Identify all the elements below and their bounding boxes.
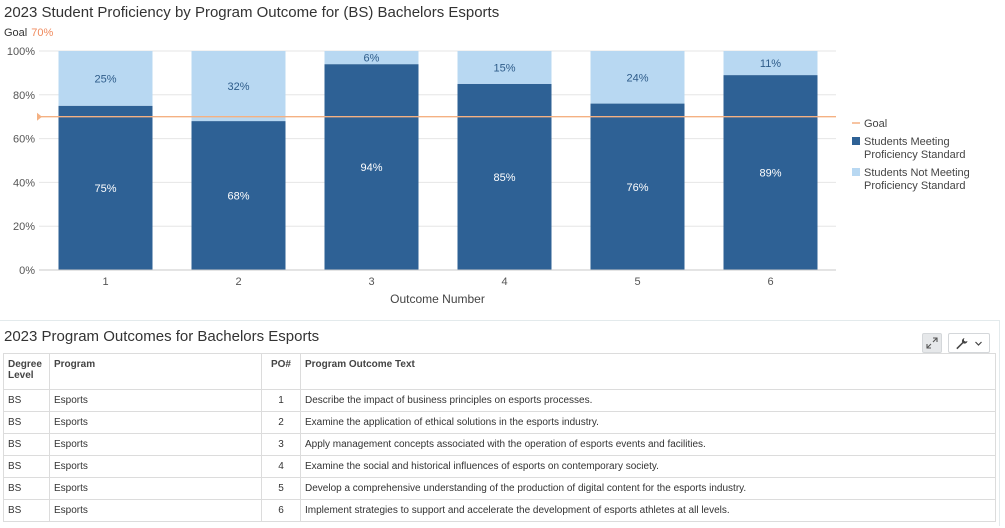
goal-caption-value: 70% — [31, 27, 54, 39]
bar-not-meeting — [58, 51, 153, 106]
table-row: BS Esports 2 Examine the application of … — [3, 411, 996, 434]
data-label-not-meeting: 6% — [364, 53, 380, 65]
bar-not-meeting — [723, 51, 818, 76]
wrench-icon — [956, 337, 968, 349]
x-tick-label: 5 — [634, 276, 640, 288]
table-row: BS Esports 6 Implement strategies to sup… — [3, 499, 996, 522]
legend-label: Students Meeting — [864, 136, 950, 148]
data-label-not-meeting: 11% — [760, 58, 781, 70]
data-label-meeting: 94% — [360, 162, 382, 174]
data-label-meeting: 85% — [493, 172, 515, 184]
cell-outcome-text: Examine the application of ethical solut… — [300, 411, 996, 434]
data-label-not-meeting: 15% — [493, 62, 515, 74]
cell-degree-level: BS — [3, 411, 50, 434]
data-label-meeting: 89% — [759, 168, 781, 180]
cell-outcome-text: Apply management concepts associated wit… — [300, 433, 996, 456]
goal-caption-label: Goal — [4, 27, 28, 39]
header-degree-level[interactable]: Degree Level — [3, 353, 50, 390]
x-tick-label: 1 — [102, 276, 108, 288]
cell-degree-level: BS — [3, 477, 50, 500]
bar-meeting — [191, 121, 286, 270]
cell-outcome-text: Develop a comprehensive understanding of… — [300, 477, 996, 500]
bar-meeting — [457, 83, 552, 270]
data-label-meeting: 68% — [227, 191, 249, 203]
goal-marker — [37, 112, 42, 121]
tools-menu-button[interactable] — [948, 333, 990, 353]
header-outcome-text[interactable]: Program Outcome Text — [300, 353, 996, 390]
header-program[interactable]: Program — [49, 353, 262, 390]
goal-caption: Goal 70% — [4, 27, 53, 39]
legend-swatch — [852, 168, 860, 176]
x-tick-label: 2 — [235, 276, 241, 288]
table-row: BS Esports 4 Examine the social and hist… — [3, 455, 996, 478]
data-label-not-meeting: 24% — [626, 72, 648, 84]
expand-button[interactable] — [922, 333, 942, 353]
table-header-row: Degree Level Program PO# Program Outcome… — [3, 353, 996, 390]
expand-arrows-icon — [926, 337, 938, 349]
table-row: BS Esports 3 Apply management concepts a… — [3, 433, 996, 456]
cell-po-number: 3 — [261, 433, 301, 456]
bar-not-meeting — [457, 51, 552, 84]
x-tick-label: 3 — [368, 276, 374, 288]
bar-not-meeting — [324, 51, 419, 65]
cell-po-number: 1 — [261, 389, 301, 412]
cell-program: Esports — [49, 477, 262, 500]
y-tick-label: 80% — [13, 90, 35, 102]
cell-po-number: 4 — [261, 455, 301, 478]
y-tick-label: 20% — [13, 221, 35, 233]
cell-degree-level: BS — [3, 389, 50, 412]
data-label-meeting: 76% — [626, 182, 648, 194]
chevron-down-icon — [975, 341, 982, 346]
proficiency-chart: 0% 20% 40% 60% 80% 100% 75% 25% 1 68% 32% 2 94% 6% 3 85… — [7, 46, 970, 306]
y-tick-label: 40% — [13, 177, 35, 189]
cell-program: Esports — [49, 499, 262, 522]
cell-po-number: 6 — [261, 499, 301, 522]
cell-degree-level: BS — [3, 433, 50, 456]
cell-program: Esports — [49, 411, 262, 434]
cell-outcome-text: Examine the social and historical influe… — [300, 455, 996, 478]
cell-program: Esports — [49, 455, 262, 478]
cell-outcome-text: Describe the impact of business principl… — [300, 389, 996, 412]
legend-swatch — [852, 137, 860, 145]
legend-label: Proficiency Standard — [864, 149, 966, 161]
data-label-not-meeting: 32% — [227, 81, 249, 93]
x-axis-title: Outcome Number — [390, 292, 485, 306]
y-tick-label: 100% — [7, 46, 35, 58]
table-row: BS Esports 1 Describe the impact of busi… — [3, 389, 996, 412]
data-label-meeting: 75% — [94, 183, 116, 195]
cell-po-number: 5 — [261, 477, 301, 500]
cell-program: Esports — [49, 433, 262, 456]
y-tick-label: 0% — [19, 265, 35, 277]
legend-label: Goal — [864, 118, 887, 130]
bar-meeting — [723, 75, 818, 270]
table-title: 2023 Program Outcomes for Bachelors Espo… — [4, 328, 320, 345]
bar-meeting — [324, 64, 419, 270]
chart-title: 2023 Student Proficiency by Program Outc… — [4, 4, 500, 21]
program-outcomes-panel: 2023 Program Outcomes for Bachelors Espo… — [0, 320, 1000, 526]
bar-not-meeting — [191, 51, 286, 122]
legend-label: Students Not Meeting — [864, 167, 970, 179]
data-label-not-meeting: 25% — [94, 73, 116, 85]
bar-meeting — [58, 105, 153, 270]
cell-outcome-text: Implement strategies to support and acce… — [300, 499, 996, 522]
cell-degree-level: BS — [3, 499, 50, 522]
cell-degree-level: BS — [3, 455, 50, 478]
table-row: BS Esports 5 Develop a comprehensive und… — [3, 477, 996, 500]
cell-po-number: 2 — [261, 411, 301, 434]
y-tick-label: 60% — [13, 134, 35, 146]
bar-not-meeting — [590, 51, 685, 104]
x-tick-label: 6 — [767, 276, 773, 288]
header-po-number[interactable]: PO# — [261, 353, 301, 390]
legend-label: Proficiency Standard — [864, 180, 966, 192]
x-tick-label: 4 — [501, 276, 507, 288]
bar-meeting — [590, 103, 685, 270]
cell-program: Esports — [49, 389, 262, 412]
program-outcomes-table: Degree Level Program PO# Program Outcome… — [3, 353, 996, 522]
